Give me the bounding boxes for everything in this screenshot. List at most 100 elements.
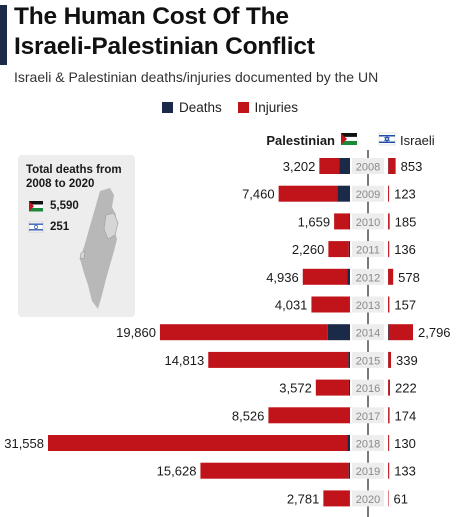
palestinian-deaths-bar-2019 [348, 462, 350, 479]
chart-subtitle: Israeli & Palestinian deaths/injuries do… [14, 69, 379, 85]
region-map-icon [28, 188, 119, 309]
israeli-value-label-2020: 61 [394, 491, 408, 506]
israeli-value-label-2010: 185 [395, 214, 417, 229]
palestinian-injuries-bar-2020 [323, 490, 350, 507]
israeli-injuries-bar-2012 [388, 268, 394, 285]
year-label-2020: 2020 [356, 494, 380, 506]
palestinian-value-label-2017: 8,526 [232, 408, 265, 423]
palestinian-injuries-bar-2016 [315, 379, 349, 396]
chart-title-line-2: Israeli-Palestinian Conflict [14, 33, 315, 60]
palestinian-injuries-bar-2015 [208, 351, 349, 368]
israeli-deaths-bar-2014 [388, 324, 389, 341]
palestinian-value-label-2009: 7,460 [242, 187, 275, 202]
palestinian-value-label-2014: 19,860 [116, 325, 156, 340]
year-label-2018: 2018 [356, 439, 380, 451]
palestinian-injuries-bar-2008 [319, 158, 340, 174]
israeli-injuries-bar-2013 [388, 296, 390, 313]
palestinian-value-label-2011: 2,260 [292, 242, 325, 257]
year-label-2010: 2010 [356, 217, 380, 229]
year-label-2011: 2011 [356, 245, 380, 257]
column-header-palestinian: Palestinian [266, 133, 335, 148]
israeli-value-label-2018: 130 [394, 436, 416, 451]
year-label-2015: 2015 [356, 355, 380, 367]
column-header-israeli: Israeli [400, 133, 435, 148]
palestinian-value-label-2008: 3,202 [283, 159, 316, 174]
legend-swatch-deaths [161, 102, 173, 113]
israeli-value-label-2008: 853 [401, 159, 423, 174]
israeli-value-label-2019: 133 [394, 464, 416, 479]
palestinian-deaths-bar-2009 [337, 185, 350, 202]
year-label-box-2013 [352, 296, 384, 313]
chart-title-line-1: The Human Cost Of The [14, 3, 289, 30]
inset-title: Total deaths from 2008 to 2020 [26, 164, 122, 190]
palestinian-injuries-bar-2018 [48, 435, 348, 451]
palestinian-value-label-2016: 3,572 [279, 381, 312, 396]
israeli-injuries-bar-2018 [388, 435, 390, 451]
year-label-box-2019 [352, 462, 384, 479]
year-label-box-2016 [352, 379, 384, 396]
palestinian-deaths-bar-2016 [348, 379, 350, 396]
palestinian-injuries-bar-2014 [159, 324, 328, 341]
israeli-value-label-2009: 123 [394, 187, 416, 202]
israeli-injuries-bar-2020 [388, 490, 389, 507]
palestinian-flag-icon [340, 133, 358, 145]
total-deaths-inset: Total deaths from 2008 to 2020 5,590 251 [18, 155, 135, 317]
year-label-box-2008 [352, 158, 384, 174]
israeli-value-label-2014: 2,796 [418, 325, 451, 340]
palestinian-injuries-bar-2012 [302, 268, 348, 285]
inset-israeli-total: 251 [50, 221, 70, 233]
palestinian-deaths-bar-2011 [348, 241, 350, 258]
israeli-value-label-2017: 174 [395, 408, 417, 423]
year-label-box-2012 [352, 268, 384, 285]
israeli-flag-icon [378, 132, 396, 146]
year-label-2012: 2012 [356, 272, 380, 284]
palestinian-injuries-bar-2009 [278, 185, 338, 202]
year-label-box-2017 [352, 407, 384, 424]
palestinian-value-label-2019: 15,628 [157, 464, 197, 479]
year-label-2017: 2017 [356, 411, 380, 423]
legend-label-deaths: Deaths [178, 100, 222, 115]
israeli-injuries-bar-2015 [388, 351, 392, 368]
palestinian-deaths-bar-2010 [349, 213, 350, 230]
israeli-value-label-2012: 578 [398, 270, 420, 285]
year-label-box-2009 [352, 185, 384, 202]
israeli-injuries-bar-2016 [388, 379, 390, 396]
inset-israeli-flag-icon [28, 221, 44, 233]
year-label-2016: 2016 [356, 383, 380, 395]
title-accent-bar [0, 5, 7, 65]
year-label-box-2018 [352, 435, 384, 451]
legend-swatch-injuries [237, 102, 249, 113]
palestinian-injuries-bar-2013 [311, 296, 350, 313]
israeli-injuries-bar-2014 [388, 324, 413, 341]
legend-label-injuries: Injuries [254, 100, 299, 115]
year-label-2013: 2013 [356, 300, 380, 312]
legend-item-deaths: Deaths [161, 100, 222, 115]
israeli-injuries-bar-2011 [388, 241, 390, 258]
year-label-2019: 2019 [356, 466, 380, 478]
palestinian-value-label-2013: 4,031 [275, 298, 308, 313]
palestinian-injuries-bar-2019 [200, 462, 349, 479]
palestinian-deaths-bar-2017 [349, 407, 350, 424]
year-label-2008: 2008 [356, 162, 380, 174]
israeli-injuries-bar-2009 [388, 185, 390, 202]
legend: Deaths Injuries [0, 100, 460, 115]
palestinian-deaths-bar-2014 [327, 324, 350, 341]
palestinian-value-label-2015: 14,813 [164, 353, 204, 368]
israeli-value-label-2015: 339 [396, 353, 418, 368]
palestinian-deaths-bar-2015 [348, 351, 350, 368]
inset-palestinian-flag-icon [29, 201, 43, 212]
year-label-2014: 2014 [356, 328, 380, 340]
israeli-injuries-bar-2010 [388, 213, 390, 230]
inset-palestinian-total: 5,590 [50, 200, 79, 212]
palestinian-injuries-bar-2011 [328, 241, 349, 258]
israeli-value-label-2016: 222 [395, 381, 417, 396]
palestinian-value-label-2020: 2,781 [287, 491, 320, 506]
israeli-injuries-bar-2017 [388, 407, 390, 424]
palestinian-value-label-2018: 31,558 [4, 436, 44, 451]
year-label-2009: 2009 [356, 189, 380, 201]
year-label-box-2015 [352, 351, 384, 368]
palestinian-deaths-bar-2008 [339, 158, 350, 174]
israeli-injuries-bar-2008 [388, 158, 396, 174]
palestinian-injuries-bar-2017 [268, 407, 350, 424]
